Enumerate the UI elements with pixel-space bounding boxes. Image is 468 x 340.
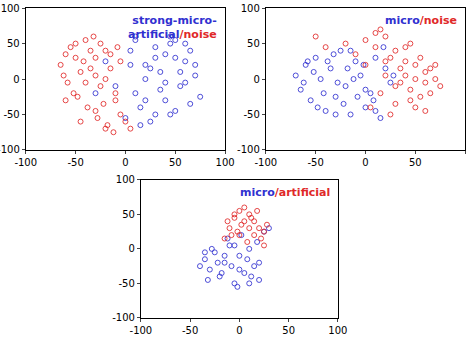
svg-text:100: 100 bbox=[1, 3, 20, 14]
svg-text:-100: -100 bbox=[237, 144, 260, 155]
svg-text:-50: -50 bbox=[182, 325, 198, 336]
svg-text:-50: -50 bbox=[3, 109, 19, 120]
svg-text:100: 100 bbox=[116, 174, 135, 185]
svg-text:-100: -100 bbox=[112, 312, 135, 323]
svg-text:0: 0 bbox=[13, 74, 19, 85]
svg-text:micro/noise: micro/noise bbox=[385, 14, 457, 27]
svg-text:-100: -100 bbox=[130, 325, 153, 336]
svg-text:50: 50 bbox=[7, 38, 20, 49]
svg-text:100: 100 bbox=[328, 325, 347, 336]
svg-text:0: 0 bbox=[253, 74, 259, 85]
svg-text:50: 50 bbox=[169, 157, 182, 168]
svg-text:-100: -100 bbox=[254, 157, 277, 168]
svg-text:strong-micro-artificial/noise: strong-micro-artificial/noise bbox=[128, 14, 217, 41]
svg-text:0: 0 bbox=[362, 157, 368, 168]
svg-text:50: 50 bbox=[409, 157, 422, 168]
svg-text:-50: -50 bbox=[119, 278, 135, 289]
svg-text:100: 100 bbox=[241, 3, 260, 14]
svg-text:-100: -100 bbox=[14, 157, 37, 168]
svg-text:-50: -50 bbox=[307, 157, 323, 168]
svg-text:-100: -100 bbox=[0, 144, 20, 155]
svg-text:micro/artificial: micro/artificial bbox=[240, 186, 330, 199]
svg-text:-50: -50 bbox=[243, 109, 259, 120]
svg-text:0: 0 bbox=[236, 325, 242, 336]
svg-text:0: 0 bbox=[122, 157, 128, 168]
svg-text:50: 50 bbox=[122, 209, 135, 220]
svg-text:50: 50 bbox=[282, 325, 295, 336]
svg-text:100: 100 bbox=[216, 157, 235, 168]
svg-text:0: 0 bbox=[128, 243, 134, 254]
svg-text:50: 50 bbox=[247, 38, 260, 49]
svg-text:-50: -50 bbox=[67, 157, 83, 168]
